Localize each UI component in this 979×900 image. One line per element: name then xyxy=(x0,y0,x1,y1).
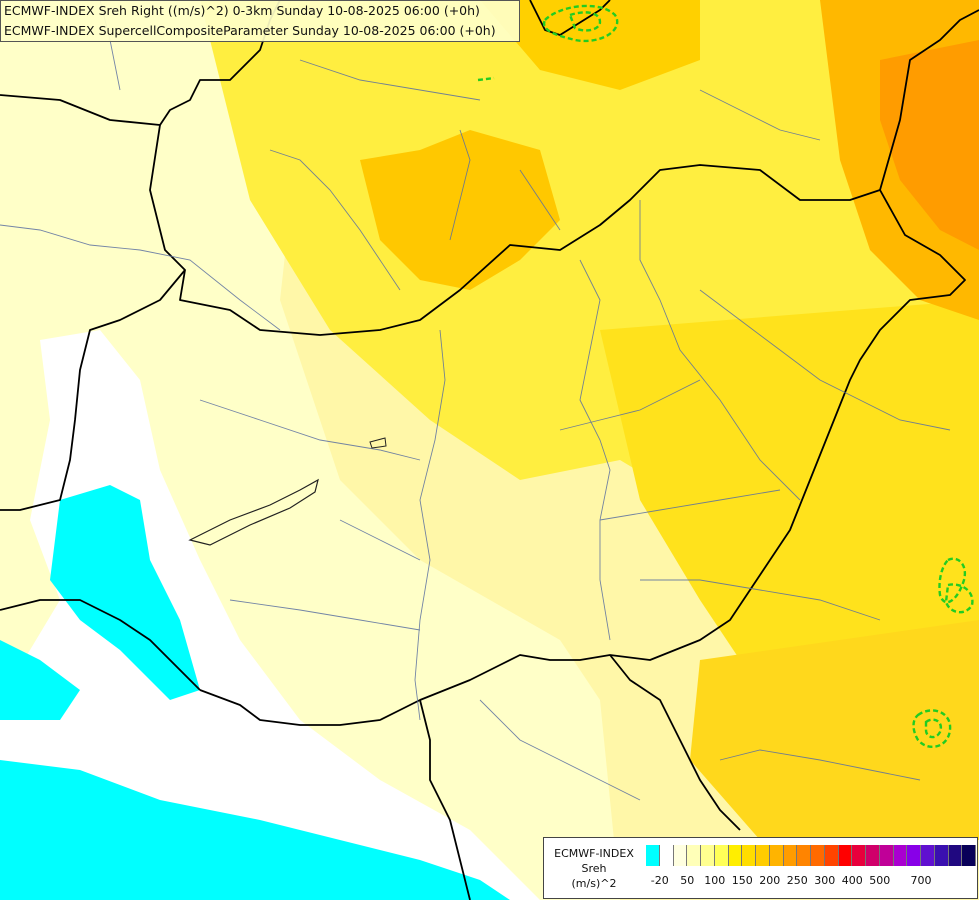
legend-tick-label: 150 xyxy=(731,874,753,887)
legend-swatch xyxy=(797,845,811,866)
scp-contours xyxy=(477,4,974,749)
legend-swatch xyxy=(838,845,853,866)
legend-swatch xyxy=(714,845,729,866)
cyan-zone-adriatic xyxy=(50,485,200,700)
orange-zone-top xyxy=(480,0,700,90)
legend-swatch xyxy=(811,845,825,866)
legend-label: ECMWF-INDEX Sreh (m/s)^2 xyxy=(546,846,642,891)
legend-swatch xyxy=(907,845,921,866)
legend-swatch xyxy=(728,845,743,866)
legend-tick-label: 100 xyxy=(704,874,726,887)
legend-swatch xyxy=(769,845,784,866)
legend-swatch xyxy=(948,845,963,866)
legend-swatches xyxy=(646,845,976,866)
title-line-1: ECMWF-INDEX Sreh Right ((m/s)^2) 0-3km S… xyxy=(4,3,480,18)
map-title-box: ECMWF-INDEX Sreh Right ((m/s)^2) 0-3km S… xyxy=(0,0,520,42)
legend-tick-label: 50 xyxy=(680,874,695,887)
legend-unit: (m/s)^2 xyxy=(571,877,617,890)
legend-tick-label: 500 xyxy=(869,874,891,887)
legend-variable: Sreh xyxy=(581,862,607,875)
legend-swatch xyxy=(701,845,715,866)
white-zone xyxy=(0,330,540,900)
legend-tick-label: 250 xyxy=(786,874,808,887)
orange-zone-north xyxy=(360,130,560,290)
legend-swatch xyxy=(824,845,839,866)
title-line-2: ECMWF-INDEX SupercellCompositeParameter … xyxy=(4,23,496,38)
cyan-zone-west xyxy=(0,640,80,720)
cyan-zone-south xyxy=(0,760,510,900)
legend-swatch xyxy=(742,845,756,866)
rivers-and-regions xyxy=(0,0,951,801)
legend-swatch xyxy=(934,845,949,866)
legend-tick-label: 300 xyxy=(814,874,836,887)
legend-swatch xyxy=(879,845,894,866)
legend-swatch xyxy=(646,845,660,866)
legend-swatch xyxy=(866,845,880,866)
legend-swatch xyxy=(783,845,798,866)
legend-tick-label: 700 xyxy=(910,874,932,887)
legend-swatch xyxy=(962,845,976,866)
legend-swatch xyxy=(756,845,770,866)
yellow-zone-southeast xyxy=(690,620,979,840)
legend-swatch xyxy=(852,845,866,866)
legend-tick-label: 200 xyxy=(759,874,781,887)
legend-swatch xyxy=(893,845,908,866)
legend-tick-label: -20 xyxy=(650,874,669,887)
legend-swatch xyxy=(687,845,701,866)
small-lake xyxy=(369,437,387,449)
legend-swatch xyxy=(673,845,688,866)
legend-ticks: -20 50 100 150 200 250 300 400 500 700 xyxy=(646,874,976,890)
lake-balaton xyxy=(188,478,319,546)
legend-swatch xyxy=(659,845,674,866)
legend-tick-label: 400 xyxy=(841,874,863,887)
legend-model: ECMWF-INDEX xyxy=(554,847,634,860)
color-legend: ECMWF-INDEX Sreh (m/s)^2 -20 50 100 150 200 2… xyxy=(543,837,978,899)
legend-swatch xyxy=(921,845,935,866)
